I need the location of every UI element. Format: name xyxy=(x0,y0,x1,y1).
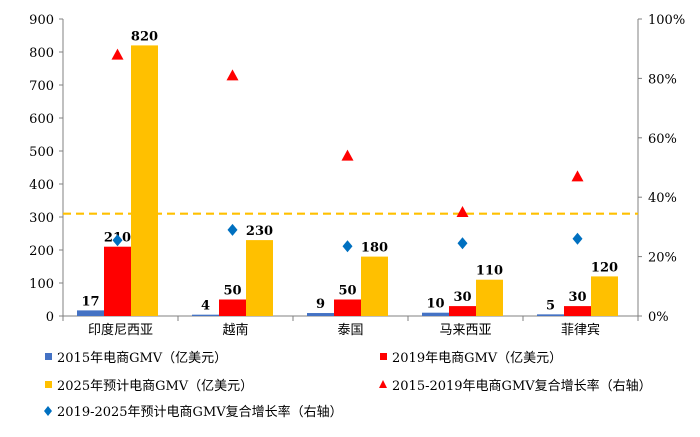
bar-2 xyxy=(476,279,503,316)
triangle-marker xyxy=(226,69,239,81)
data-label: 820 xyxy=(131,29,158,44)
y-right-tick-label: 60% xyxy=(648,132,677,147)
y-left-tick-label: 300 xyxy=(29,211,54,226)
data-label: 180 xyxy=(361,241,388,256)
x-category-label: 菲律宾 xyxy=(561,322,600,338)
y-right-tick-label: 0% xyxy=(648,310,669,325)
x-category-label: 越南 xyxy=(222,322,248,338)
x-category-label: 泰国 xyxy=(337,323,363,338)
diamond-marker xyxy=(342,240,353,253)
data-label: 120 xyxy=(591,260,618,275)
bar-2 xyxy=(591,276,618,316)
legend-swatch xyxy=(45,381,52,388)
bar-1 xyxy=(219,299,246,316)
legend-label: 2019-2025年预计电商GMV复合增长率（右轴） xyxy=(57,404,343,420)
y-left-tick-label: 800 xyxy=(29,46,54,61)
data-label: 230 xyxy=(246,224,273,239)
y-left-tick-label: 600 xyxy=(29,112,54,127)
y-right-tick-label: 100% xyxy=(648,13,685,28)
y-left-tick-label: 200 xyxy=(29,244,54,259)
y-right-tick-label: 20% xyxy=(648,251,677,266)
diamond-marker xyxy=(572,232,583,245)
y-left-tick-label: 900 xyxy=(29,13,54,28)
y-left-tick-label: 700 xyxy=(29,79,54,94)
data-label: 50 xyxy=(338,284,356,299)
legend-label: 2019年电商GMV（亿美元） xyxy=(392,351,562,366)
triangle-marker xyxy=(341,149,354,161)
legend-label: 2015-2019年电商GMV复合增长率（右轴） xyxy=(392,378,652,394)
bar-0 xyxy=(77,310,104,316)
data-label: 50 xyxy=(223,284,241,299)
data-label: 110 xyxy=(476,264,503,279)
bar-1 xyxy=(564,306,591,316)
triangle-marker xyxy=(571,170,584,182)
legend-diamond-icon xyxy=(44,406,52,416)
bar-1 xyxy=(334,299,361,316)
triangle-marker xyxy=(111,48,124,60)
bar-1 xyxy=(449,306,476,316)
bar-0 xyxy=(192,314,219,316)
y-left-tick-label: 500 xyxy=(29,145,54,160)
diamond-marker xyxy=(227,223,238,236)
data-label: 9 xyxy=(316,297,325,312)
triangle-marker xyxy=(456,206,469,218)
x-category-label: 马来西亚 xyxy=(439,323,491,338)
y-left-tick-label: 400 xyxy=(29,178,54,193)
legend-swatch xyxy=(380,353,387,360)
bar-0 xyxy=(422,312,449,316)
y-left-tick-label: 0 xyxy=(46,310,54,325)
bar-0 xyxy=(537,314,564,316)
legend-label: 2025年预计电商GMV（亿美元） xyxy=(57,379,253,394)
bar-2 xyxy=(246,240,273,316)
legend-triangle-icon xyxy=(379,380,387,388)
data-label: 4 xyxy=(201,299,210,314)
data-label: 10 xyxy=(426,297,444,312)
data-label: 30 xyxy=(453,290,471,305)
legend-swatch xyxy=(45,353,52,360)
data-label: 5 xyxy=(546,298,555,313)
y-right-tick-label: 40% xyxy=(648,191,677,206)
data-label: 17 xyxy=(81,294,99,309)
bar-2 xyxy=(361,256,388,316)
diamond-marker xyxy=(112,234,123,247)
data-label: 30 xyxy=(568,290,586,305)
bar-1 xyxy=(104,246,131,316)
diamond-marker xyxy=(457,237,468,250)
y-right-tick-label: 80% xyxy=(648,72,677,87)
x-category-label: 印度尼西亚 xyxy=(88,322,153,338)
bar-0 xyxy=(307,313,334,316)
bar-2 xyxy=(131,45,158,317)
y-left-tick-label: 100 xyxy=(29,277,54,292)
legend-label: 2015年电商GMV（亿美元） xyxy=(57,351,227,366)
